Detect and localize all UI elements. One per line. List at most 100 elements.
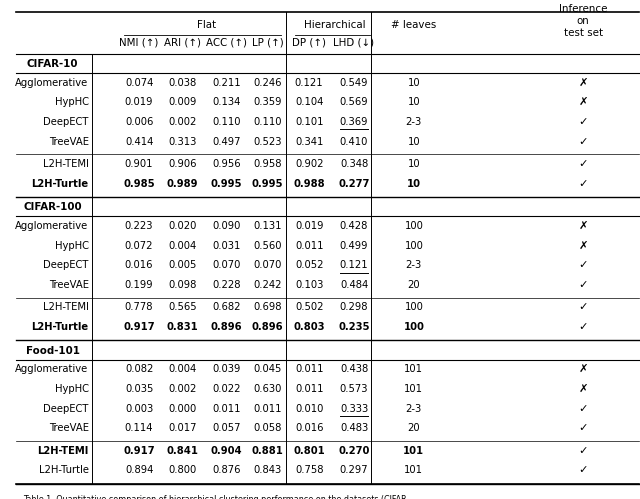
Text: 0.011: 0.011 <box>295 364 323 374</box>
Text: 0.045: 0.045 <box>253 364 282 374</box>
Text: 0.101: 0.101 <box>295 117 323 127</box>
Text: NMI (↑): NMI (↑) <box>120 38 159 48</box>
Text: ✗: ✗ <box>579 364 588 374</box>
Text: Agglomerative: Agglomerative <box>15 221 89 231</box>
Text: 0.569: 0.569 <box>340 97 369 107</box>
Text: 0.228: 0.228 <box>212 280 241 290</box>
Text: 0.573: 0.573 <box>340 384 368 394</box>
Text: 0.988: 0.988 <box>293 179 325 189</box>
Text: ARI (↑): ARI (↑) <box>164 38 201 48</box>
Text: TreeVAE: TreeVAE <box>49 423 89 433</box>
Text: 0.039: 0.039 <box>212 364 241 374</box>
Text: L2H-TEMI: L2H-TEMI <box>43 159 89 169</box>
Text: Food-101: Food-101 <box>26 345 79 356</box>
Text: 0.341: 0.341 <box>295 137 323 147</box>
Text: 100: 100 <box>404 221 423 231</box>
Text: 0.002: 0.002 <box>168 117 197 127</box>
Text: ✓: ✓ <box>579 302 588 312</box>
Text: TreeVAE: TreeVAE <box>49 280 89 290</box>
Text: ✗: ✗ <box>579 241 588 250</box>
Text: LHD (↓): LHD (↓) <box>333 38 374 48</box>
Text: 0.090: 0.090 <box>212 221 241 231</box>
Text: 0.369: 0.369 <box>340 117 368 127</box>
Text: 0.004: 0.004 <box>168 364 197 374</box>
Text: ✓: ✓ <box>579 117 588 127</box>
Text: ✓: ✓ <box>579 159 588 169</box>
Text: 0.896: 0.896 <box>211 322 242 332</box>
Text: 0.223: 0.223 <box>125 221 154 231</box>
Text: 0.035: 0.035 <box>125 384 154 394</box>
Text: 0.110: 0.110 <box>253 117 282 127</box>
Text: L2H-TEMI: L2H-TEMI <box>37 446 89 456</box>
Text: ✗: ✗ <box>579 221 588 231</box>
Text: 10: 10 <box>408 137 420 147</box>
Text: 0.483: 0.483 <box>340 423 368 433</box>
Text: Table 1. Quantitative comparison of hierarchical clustering performance on the d: Table 1. Quantitative comparison of hier… <box>22 495 416 499</box>
Text: 0.009: 0.009 <box>168 97 197 107</box>
Text: 0.428: 0.428 <box>340 221 368 231</box>
Text: 0.074: 0.074 <box>125 78 154 88</box>
Text: 0.242: 0.242 <box>253 280 282 290</box>
Text: 0.070: 0.070 <box>253 260 282 270</box>
Text: 0.995: 0.995 <box>252 179 283 189</box>
Text: 0.121: 0.121 <box>340 260 369 270</box>
Text: ✓: ✓ <box>579 446 588 456</box>
Text: 0.904: 0.904 <box>211 446 242 456</box>
Text: 0.082: 0.082 <box>125 364 154 374</box>
Text: 0.881: 0.881 <box>252 446 284 456</box>
Text: 0.058: 0.058 <box>253 423 282 433</box>
Text: 0.098: 0.098 <box>168 280 197 290</box>
Text: 101: 101 <box>403 446 424 456</box>
Text: 0.017: 0.017 <box>168 423 197 433</box>
Text: Agglomerative: Agglomerative <box>15 78 89 88</box>
Text: CIFAR-10: CIFAR-10 <box>27 59 78 69</box>
Text: ✓: ✓ <box>579 423 588 433</box>
Text: 20: 20 <box>408 423 420 433</box>
Text: 0.758: 0.758 <box>295 465 323 476</box>
Text: 0.121: 0.121 <box>295 78 323 88</box>
Text: 0.801: 0.801 <box>293 446 325 456</box>
Text: HypHC: HypHC <box>54 97 89 107</box>
Text: 0.104: 0.104 <box>295 97 323 107</box>
Text: ✓: ✓ <box>579 280 588 290</box>
Text: 0.070: 0.070 <box>212 260 241 270</box>
Text: 0.010: 0.010 <box>295 404 323 414</box>
Text: 0.016: 0.016 <box>295 423 323 433</box>
Text: 0.549: 0.549 <box>340 78 368 88</box>
Text: 0.630: 0.630 <box>253 384 282 394</box>
Text: 0.057: 0.057 <box>212 423 241 433</box>
Text: 0.995: 0.995 <box>211 179 242 189</box>
Text: 0.003: 0.003 <box>125 404 153 414</box>
Text: CIFAR-100: CIFAR-100 <box>23 202 82 212</box>
Text: DeepECT: DeepECT <box>44 117 89 127</box>
Text: 0.134: 0.134 <box>212 97 241 107</box>
Text: 0.348: 0.348 <box>340 159 368 169</box>
Text: 0.246: 0.246 <box>253 78 282 88</box>
Text: ✗: ✗ <box>579 97 588 107</box>
Text: 0.011: 0.011 <box>295 384 323 394</box>
Text: L2H-Turtle: L2H-Turtle <box>31 322 89 332</box>
Text: 0.876: 0.876 <box>212 465 241 476</box>
Text: 101: 101 <box>404 465 423 476</box>
Text: 0.956: 0.956 <box>212 159 241 169</box>
Text: 0.072: 0.072 <box>125 241 154 250</box>
Text: 0.682: 0.682 <box>212 302 241 312</box>
Text: 0.131: 0.131 <box>253 221 282 231</box>
Text: 0.958: 0.958 <box>253 159 282 169</box>
Text: ✓: ✓ <box>579 179 588 189</box>
Text: ✓: ✓ <box>579 322 588 332</box>
Text: # leaves: # leaves <box>391 19 436 29</box>
Text: 0.235: 0.235 <box>339 322 370 332</box>
Text: ✗: ✗ <box>579 78 588 88</box>
Text: LP (↑): LP (↑) <box>252 38 284 48</box>
Text: 0.052: 0.052 <box>295 260 323 270</box>
Text: 0.019: 0.019 <box>125 97 154 107</box>
Text: DeepECT: DeepECT <box>44 404 89 414</box>
Text: 0.297: 0.297 <box>340 465 369 476</box>
Text: 0.103: 0.103 <box>295 280 323 290</box>
Text: 0.438: 0.438 <box>340 364 368 374</box>
Text: 0.985: 0.985 <box>124 179 155 189</box>
Text: 0.906: 0.906 <box>168 159 197 169</box>
Text: 0.199: 0.199 <box>125 280 154 290</box>
Text: 0.894: 0.894 <box>125 465 154 476</box>
